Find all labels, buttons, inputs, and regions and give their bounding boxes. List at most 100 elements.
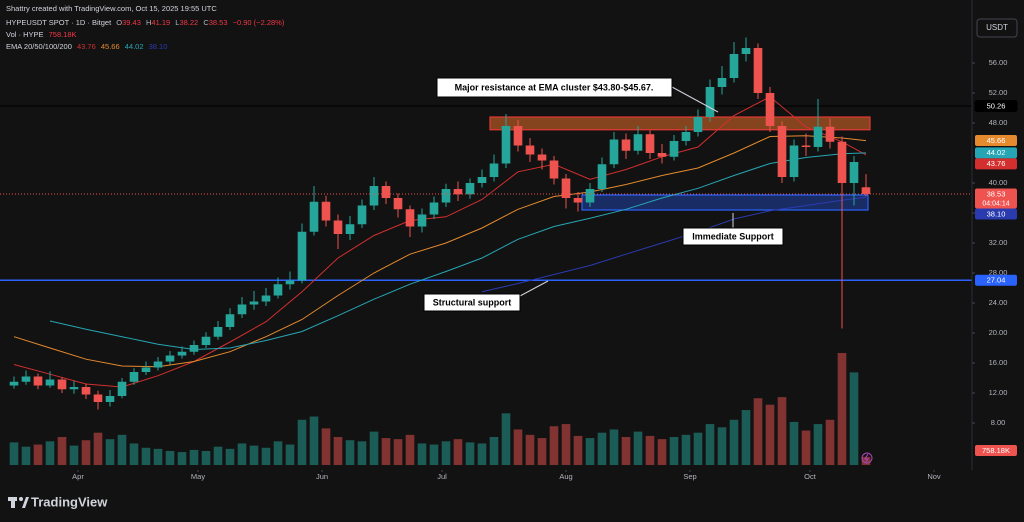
ohlc-value: 38.22 [179,18,198,27]
y-tick-label: 56.00 [989,58,1008,67]
candle-body [105,395,115,402]
candle-body [321,201,331,221]
volume-bar [705,424,715,465]
symbol-line: HYPEUSDT SPOT · 1D · Bitget O39.43 H41.1… [6,18,285,27]
volume-bar [465,442,475,465]
annotation-arrow [671,86,719,113]
candle-body [669,141,679,157]
ema-value: 43.76 [77,42,96,51]
volume-bar [813,424,823,465]
ema-line: EMA 20/50/100/200 43.76 45.66 44.02 38.1… [6,42,167,51]
volume-label: 758.18K [982,446,1010,455]
candle-body [489,163,499,178]
y-tick-label: 32.00 [989,238,1008,247]
candle-body [21,376,31,382]
symbol: HYPEUSDT SPOT · 1D · Bitget [6,18,112,27]
volume-bar [789,421,799,465]
volume-bar [9,442,19,465]
candle-body [801,145,811,148]
volume-bar [261,447,271,465]
volume-bar [621,437,631,465]
currency: USDT [986,23,1008,32]
currency-box[interactable] [976,18,1018,38]
annotation-box [682,227,784,246]
candle-body [717,78,727,88]
x-tick-label: May [191,472,205,481]
price-label: 44.02 [987,148,1006,157]
candle-body [825,126,835,142]
plot-area [0,37,972,465]
volume-bar [321,428,331,465]
volume-bar [801,430,811,465]
candle-body [33,376,43,386]
ema-title: EMA 20/50/100/200 [6,42,72,51]
logo-mark [11,501,15,508]
candle-body [153,361,163,368]
candle-body [849,162,859,184]
logo-mark [8,497,17,501]
candle-body [657,153,667,157]
logo: TradingView [8,494,108,509]
volume-bar [201,451,211,465]
candle-body [441,189,451,203]
volume-bar [777,397,787,465]
volume-bar [417,443,427,465]
candle-body [369,186,379,206]
candle-body [393,198,403,210]
candle-body [765,93,775,127]
volume-bar [597,432,607,465]
volume-title: Vol · HYPE [6,30,44,39]
volume-bar [21,446,31,465]
volume-bar [609,429,619,465]
candle-body [165,355,175,362]
candle-body [681,132,691,142]
volume-bar [129,443,139,465]
y-tick-label: 16.00 [989,358,1008,367]
volume-bar [669,437,679,465]
candle-body [585,189,595,203]
candle-body [345,224,355,235]
y-tick-label: 8.00 [991,418,1006,427]
candle-body [513,126,523,146]
volume-bar [645,435,655,465]
logo-mark [19,497,23,501]
candle-body [525,145,535,155]
candle-body [213,326,223,337]
candle-body [177,351,187,356]
ema-value: 38.10 [149,42,168,51]
candle-body [789,145,799,178]
y-tick-label: 12.00 [989,388,1008,397]
candle-body [309,201,319,232]
volume-bar [849,372,859,465]
candle-body [741,48,751,55]
candle-body [81,386,91,395]
volume-bar [741,410,751,465]
annotation-box [423,293,521,312]
price-label: 50.26 [987,101,1006,110]
volume-bar [237,443,247,465]
annotation: Immediate Support [692,231,774,241]
volume-bar [189,449,199,465]
volume-bar [837,353,847,465]
alert-icon-bolt [864,453,869,463]
candle-body [9,381,19,386]
candle-body [621,139,631,151]
volume-bar [585,438,595,465]
x-tick-label: Oct [804,472,817,481]
x-tick-label: Jul [437,472,447,481]
logo-text: TradingView [31,494,108,509]
annotation: Structural support [433,297,512,307]
volume-bar [105,439,115,465]
ohlc-value: 41.19 [151,18,170,27]
alert-icon[interactable] [861,452,873,464]
annotation: Major resistance at EMA cluster $43.80-$… [455,82,654,92]
volume-bar [69,445,79,465]
price-label-box [975,188,1017,209]
candle-body [45,379,55,386]
y-tick-label: 48.00 [989,118,1008,127]
volume-bar [165,451,175,465]
volume-bar [501,413,511,465]
price-label: 38.53 [987,189,1006,198]
